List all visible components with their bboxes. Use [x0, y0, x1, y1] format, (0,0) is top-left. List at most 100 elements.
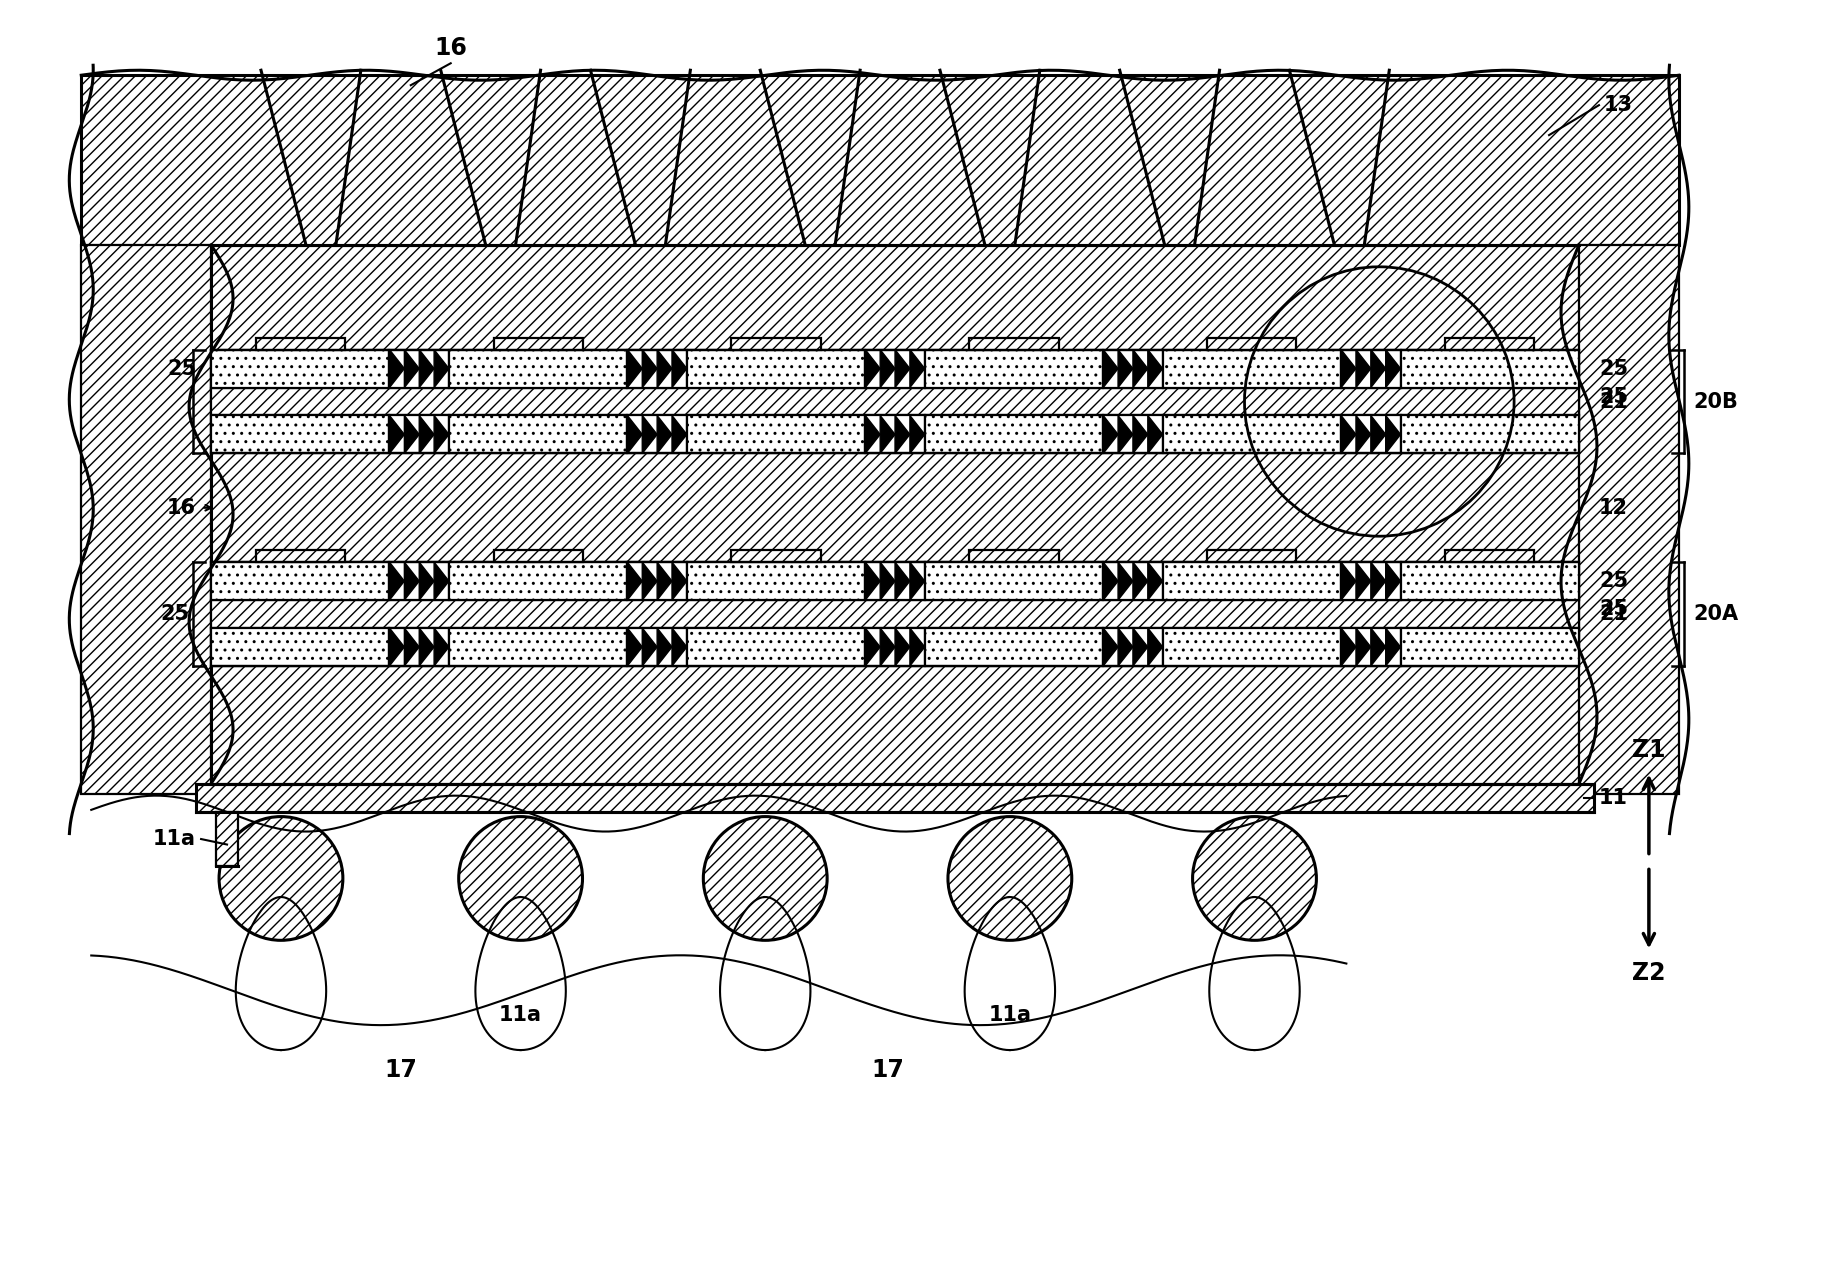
Text: 25: 25	[167, 359, 197, 379]
Polygon shape	[1341, 350, 1356, 388]
Polygon shape	[404, 628, 419, 666]
Polygon shape	[643, 562, 658, 600]
Bar	[687, 628, 865, 666]
Bar	[1163, 350, 1341, 388]
Polygon shape	[895, 628, 909, 666]
Bar	[211, 416, 389, 454]
Bar	[211, 245, 1580, 784]
Polygon shape	[1356, 562, 1370, 600]
Polygon shape	[628, 416, 643, 454]
Text: Z1: Z1	[1631, 738, 1666, 762]
Bar	[448, 416, 628, 454]
Polygon shape	[880, 350, 895, 388]
Bar	[448, 350, 628, 388]
Bar	[211, 388, 1580, 416]
Bar	[865, 416, 924, 454]
Polygon shape	[434, 628, 448, 666]
Polygon shape	[1385, 416, 1400, 454]
Polygon shape	[628, 350, 643, 388]
Text: 17: 17	[384, 1058, 417, 1082]
Bar	[494, 337, 582, 350]
Polygon shape	[1341, 416, 1356, 454]
Bar	[731, 337, 821, 350]
Text: 20A: 20A	[1694, 604, 1740, 624]
Bar	[865, 350, 924, 388]
Bar	[628, 628, 687, 666]
Text: 25: 25	[1598, 599, 1628, 619]
Polygon shape	[1133, 628, 1148, 666]
Polygon shape	[404, 350, 419, 388]
Polygon shape	[1119, 416, 1133, 454]
Polygon shape	[880, 416, 895, 454]
Bar	[924, 628, 1104, 666]
Polygon shape	[1385, 350, 1400, 388]
Bar	[1400, 350, 1580, 388]
Bar	[970, 337, 1058, 350]
Polygon shape	[1148, 628, 1163, 666]
Polygon shape	[389, 628, 404, 666]
Text: 11a: 11a	[500, 1005, 542, 1025]
Polygon shape	[1119, 628, 1133, 666]
Polygon shape	[1104, 350, 1119, 388]
Bar	[1207, 550, 1297, 562]
Text: 17: 17	[871, 1058, 904, 1082]
Bar	[1163, 416, 1341, 454]
Bar	[687, 350, 865, 388]
Text: 16: 16	[167, 498, 197, 518]
Bar	[924, 416, 1104, 454]
Polygon shape	[389, 562, 404, 600]
Polygon shape	[1341, 628, 1356, 666]
Bar	[389, 350, 448, 388]
Polygon shape	[419, 350, 434, 388]
Polygon shape	[434, 562, 448, 600]
Polygon shape	[658, 628, 672, 666]
Bar	[970, 550, 1058, 562]
Text: Z2: Z2	[1631, 962, 1666, 985]
Bar	[1400, 416, 1580, 454]
Circle shape	[948, 817, 1071, 940]
Bar	[687, 562, 865, 600]
Text: 25: 25	[1598, 387, 1628, 407]
Bar	[389, 416, 448, 454]
Bar	[494, 550, 582, 562]
Polygon shape	[1133, 416, 1148, 454]
Polygon shape	[1370, 350, 1385, 388]
Polygon shape	[880, 562, 895, 600]
Bar	[255, 550, 345, 562]
Bar	[1446, 550, 1534, 562]
Polygon shape	[909, 628, 924, 666]
Bar	[1341, 562, 1400, 600]
Bar	[1341, 416, 1400, 454]
Polygon shape	[672, 628, 687, 666]
Polygon shape	[672, 350, 687, 388]
Bar	[1104, 350, 1163, 388]
Polygon shape	[1370, 416, 1385, 454]
Bar	[1104, 628, 1163, 666]
Polygon shape	[1104, 562, 1119, 600]
Bar	[687, 416, 865, 454]
Bar	[81, 76, 1679, 245]
Text: 25: 25	[1598, 359, 1628, 379]
Bar	[211, 416, 1580, 454]
Bar	[924, 350, 1104, 388]
Bar	[389, 628, 448, 666]
Bar	[255, 337, 345, 350]
Polygon shape	[389, 416, 404, 454]
Polygon shape	[404, 416, 419, 454]
Bar	[211, 562, 389, 600]
Polygon shape	[1356, 416, 1370, 454]
Text: 11: 11	[1598, 787, 1628, 808]
Polygon shape	[865, 628, 880, 666]
Polygon shape	[1385, 628, 1400, 666]
Polygon shape	[643, 628, 658, 666]
Polygon shape	[658, 562, 672, 600]
Polygon shape	[628, 628, 643, 666]
Circle shape	[219, 817, 344, 940]
Bar	[211, 628, 389, 666]
Polygon shape	[434, 416, 448, 454]
Bar	[924, 562, 1104, 600]
Polygon shape	[895, 416, 909, 454]
Bar	[628, 416, 687, 454]
Polygon shape	[658, 350, 672, 388]
Polygon shape	[672, 416, 687, 454]
